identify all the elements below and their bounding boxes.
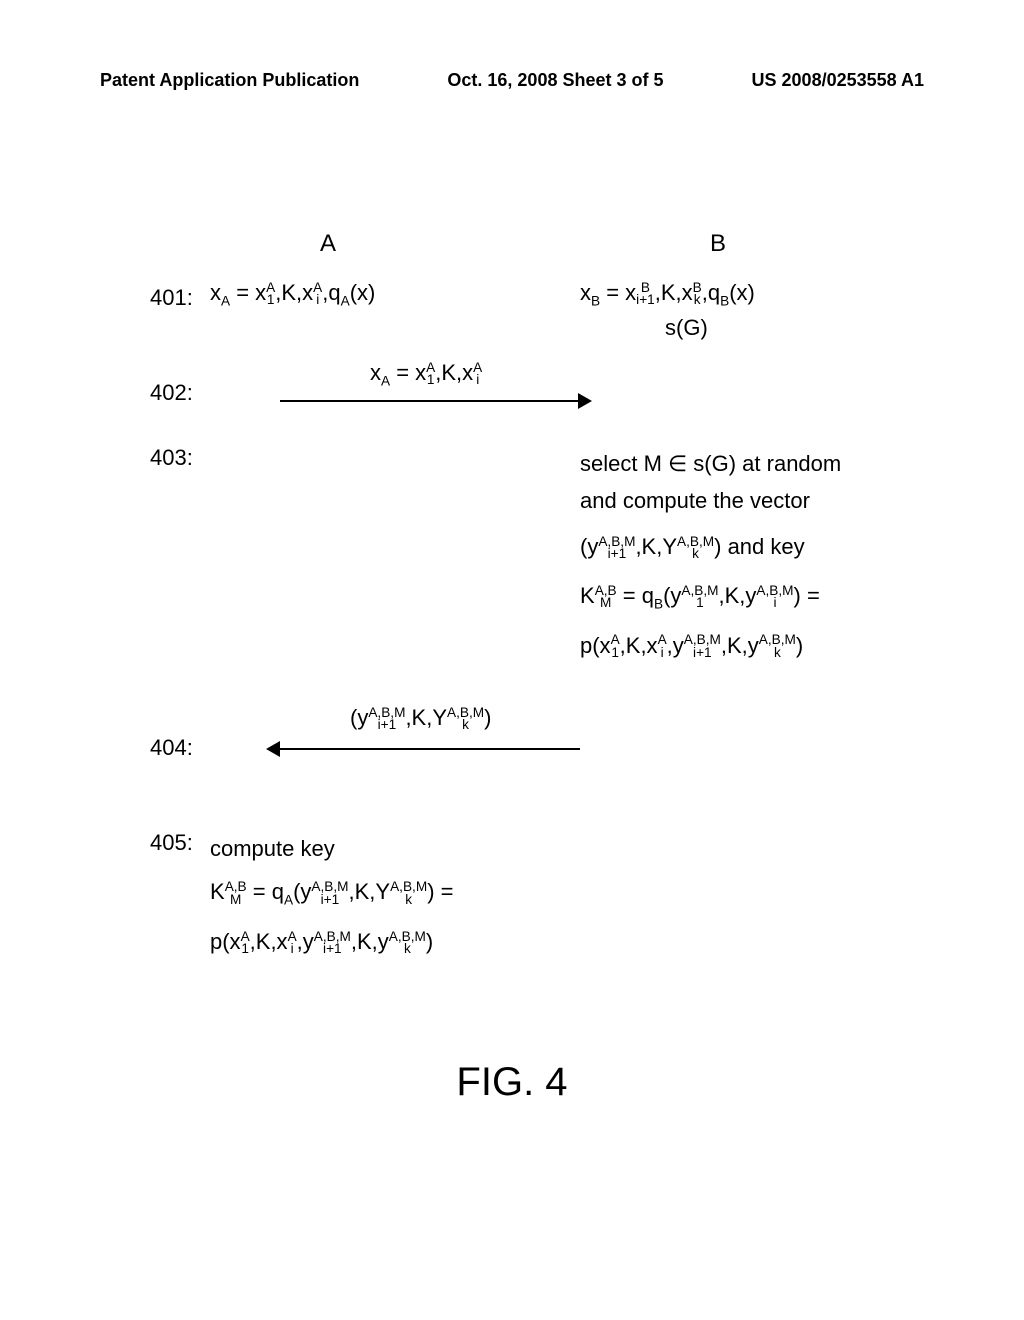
- figure-caption: FIG. 4: [0, 1060, 1024, 1105]
- line-405-3: p(xA1,K,xAi,yA,B,Mi+1,K,yA,B,Mk): [210, 923, 453, 960]
- line-405-2: KA,BM = qA(yA,B,Mi+1,K,YA,B,Mk) =: [210, 873, 453, 910]
- party-b-label: B: [710, 230, 726, 258]
- line-403-5: p(xA1,K,xAi,yA,B,Mi+1,K,yA,B,Mk): [580, 627, 841, 664]
- line-401-b2: s(G): [665, 315, 708, 341]
- arrow-404-line: [280, 748, 580, 750]
- page-header: Patent Application Publication Oct. 16, …: [0, 70, 1024, 91]
- line-401-b1: xB = xBi+1,K,xBk,qB(x): [580, 280, 755, 306]
- header-right: US 2008/0253558 A1: [752, 70, 924, 91]
- arrow-402-label: xA = xA1,K,xAi: [370, 360, 482, 386]
- line-403-1: select M ∈ s(G) at random: [580, 445, 841, 482]
- arrow-404-head: [266, 741, 280, 757]
- header-center: Oct. 16, 2008 Sheet 3 of 5: [447, 70, 663, 91]
- step-403-label: 403:: [150, 445, 193, 471]
- line-403-3: (yA,B,Mi+1,K,YA,B,Mk) and key: [580, 528, 841, 565]
- header-left: Patent Application Publication: [100, 70, 359, 91]
- step-402-label: 402:: [150, 380, 193, 406]
- party-a-label: A: [320, 230, 336, 258]
- step-401-label: 401:: [150, 285, 193, 311]
- arrow-402-head: [578, 393, 592, 409]
- step-405-label: 405:: [150, 830, 193, 856]
- arrow-404-label: (yA,B,Mi+1,K,YA,B,Mk): [350, 705, 491, 731]
- line-401-a: xA = xA1,K,xAi,qA(x): [210, 280, 375, 306]
- step-404-label: 404:: [150, 735, 193, 761]
- line-403-4: KA,BM = qB(yA,B,M1,K,yA,B,Mi) =: [580, 577, 841, 614]
- step-403-block: select M ∈ s(G) at random and compute th…: [580, 445, 841, 664]
- line-405-1: compute key: [210, 830, 453, 867]
- line-403-2: and compute the vector: [580, 482, 841, 519]
- step-405-block: compute key KA,BM = qA(yA,B,Mi+1,K,YA,B,…: [210, 830, 453, 960]
- arrow-402-line: [280, 400, 580, 402]
